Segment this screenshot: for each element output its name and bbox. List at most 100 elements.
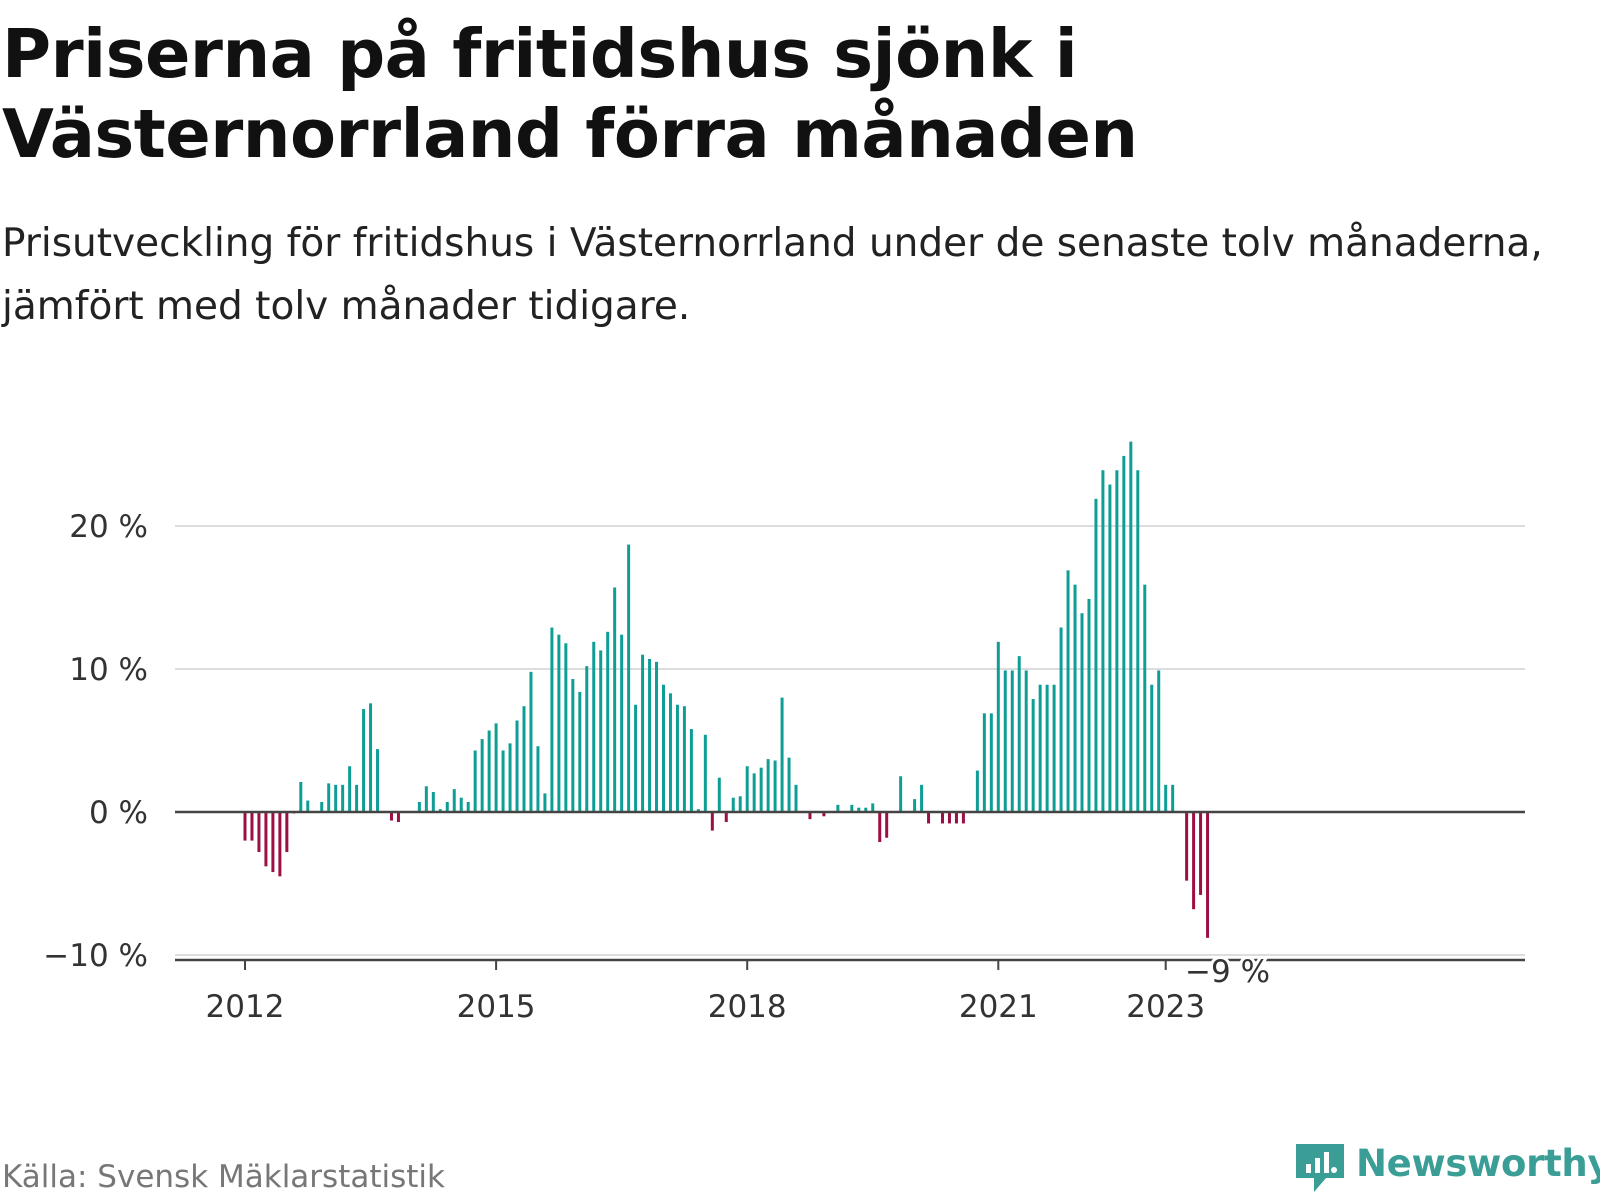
bar — [787, 757, 791, 812]
bar — [1206, 812, 1210, 938]
bar — [1164, 784, 1168, 812]
bar — [913, 799, 917, 812]
x-tick-label: 2021 — [959, 989, 1038, 1025]
bar — [885, 812, 889, 838]
bar — [1073, 584, 1077, 812]
bar — [264, 812, 268, 867]
bar — [662, 684, 665, 812]
bar — [1115, 470, 1119, 812]
bar — [487, 730, 491, 812]
bar — [857, 807, 861, 812]
bar — [696, 809, 700, 812]
bar — [1017, 656, 1021, 812]
bar — [376, 749, 380, 812]
bar — [1199, 812, 1203, 895]
bar — [285, 812, 289, 853]
bar — [878, 812, 882, 843]
bar — [1185, 812, 1189, 881]
y-tick-label: 0 % — [89, 795, 148, 831]
bar — [620, 634, 624, 812]
bar — [299, 781, 303, 812]
bar — [689, 729, 693, 812]
bar — [717, 777, 721, 812]
bar — [975, 770, 979, 812]
x-tick-label: 2018 — [708, 989, 787, 1025]
bar — [1094, 498, 1098, 812]
bar — [424, 786, 428, 812]
y-tick-label: −10 % — [43, 938, 148, 974]
bar — [996, 641, 1000, 812]
bar-chart-speech-bubble-icon — [1296, 1144, 1344, 1192]
bar — [989, 713, 993, 812]
bar — [1080, 613, 1084, 812]
bar — [494, 723, 498, 812]
bar — [571, 679, 575, 812]
bar — [473, 750, 477, 812]
bar — [501, 750, 505, 812]
bar — [794, 784, 798, 812]
bar — [822, 812, 826, 817]
bar — [396, 812, 400, 823]
chart-subtitle: Prisutveckling för fritidshus i Västerno… — [2, 221, 1543, 329]
bar — [780, 697, 784, 812]
bar — [641, 654, 645, 812]
bar — [1171, 784, 1175, 812]
bar — [648, 658, 652, 812]
bar — [606, 631, 610, 812]
brand-logo[interactable]: Newsworthy — [1292, 1140, 1600, 1196]
bar — [306, 800, 310, 812]
bar — [348, 766, 352, 812]
bar — [592, 641, 596, 812]
bar — [250, 812, 254, 841]
bar — [438, 809, 442, 812]
bar — [536, 746, 540, 812]
bar — [389, 812, 393, 821]
bar — [278, 812, 282, 877]
x-tick-label: 2023 — [1126, 989, 1205, 1025]
bar — [738, 796, 742, 812]
source-note: Källa: Svensk Mäklarstatistik — [2, 1159, 445, 1195]
bar — [1038, 684, 1042, 812]
bar — [1010, 670, 1014, 812]
bar — [1059, 627, 1063, 812]
bar — [752, 773, 756, 812]
bars — [243, 441, 1210, 938]
bar — [961, 812, 965, 824]
bar — [773, 760, 777, 812]
bar — [731, 797, 735, 812]
bar — [243, 812, 247, 841]
bar — [1150, 684, 1154, 812]
bar — [703, 734, 707, 812]
bar — [271, 812, 275, 873]
bar — [1003, 670, 1007, 812]
bar — [341, 784, 345, 812]
bar — [529, 671, 533, 812]
bar — [334, 784, 338, 812]
bar — [585, 666, 589, 812]
bar — [599, 650, 603, 812]
bar — [1129, 441, 1133, 812]
bar — [668, 693, 672, 812]
bar — [1066, 570, 1070, 812]
y-tick-label: 10 % — [69, 652, 148, 688]
bar — [759, 767, 763, 812]
bar — [257, 812, 261, 853]
y-tick-label: 20 % — [69, 509, 148, 545]
bar — [327, 783, 331, 812]
bar — [808, 812, 812, 820]
bar — [1108, 484, 1112, 812]
bar — [466, 801, 470, 812]
brand-name: Newsworthy — [1356, 1142, 1600, 1185]
gridlines — [175, 525, 1525, 956]
bar — [522, 706, 526, 812]
bar — [627, 544, 631, 812]
bar — [954, 812, 958, 824]
bar — [682, 706, 686, 812]
bar — [543, 793, 547, 812]
x-tick-label: 2015 — [457, 989, 536, 1025]
bar — [515, 720, 519, 812]
bar — [745, 766, 749, 812]
bar — [1122, 455, 1126, 812]
bar — [941, 812, 944, 824]
bar — [899, 776, 903, 812]
